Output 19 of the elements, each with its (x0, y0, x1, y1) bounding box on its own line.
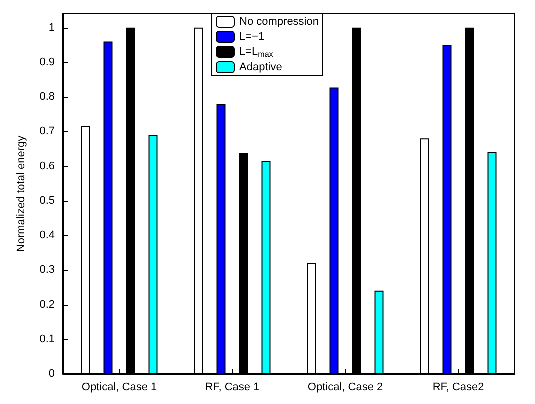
y-tick-label: 0.8 (40, 91, 55, 104)
x-tick-label: RF, Case2 (432, 382, 484, 394)
y-tick-label: 0.4 (40, 230, 55, 242)
y-tick-label: 0.7 (40, 126, 55, 138)
y-tick-label: 0.6 (40, 160, 55, 172)
x-tick-label: Optical, Case 2 (308, 382, 384, 394)
y-tick-label: 0.3 (40, 264, 55, 276)
legend-label: Adaptive (240, 62, 282, 74)
x-tick-label: RF, Case 1 (205, 382, 260, 394)
y-tick-label: 0.5 (40, 194, 55, 207)
x-tick-label: Optical, Case 1 (82, 382, 158, 394)
y-tick-label: 1 (48, 22, 55, 34)
legend-label: No compression (240, 16, 319, 28)
legend-label: L=−1 (240, 31, 265, 43)
y-tick-label: 0.1 (40, 333, 55, 346)
y-tick-label: 0 (48, 368, 55, 380)
y-tick-label: 0.9 (40, 56, 55, 68)
y-axis-title: Normalized total energy (16, 135, 28, 252)
y-tick-label: 0.2 (40, 298, 55, 311)
